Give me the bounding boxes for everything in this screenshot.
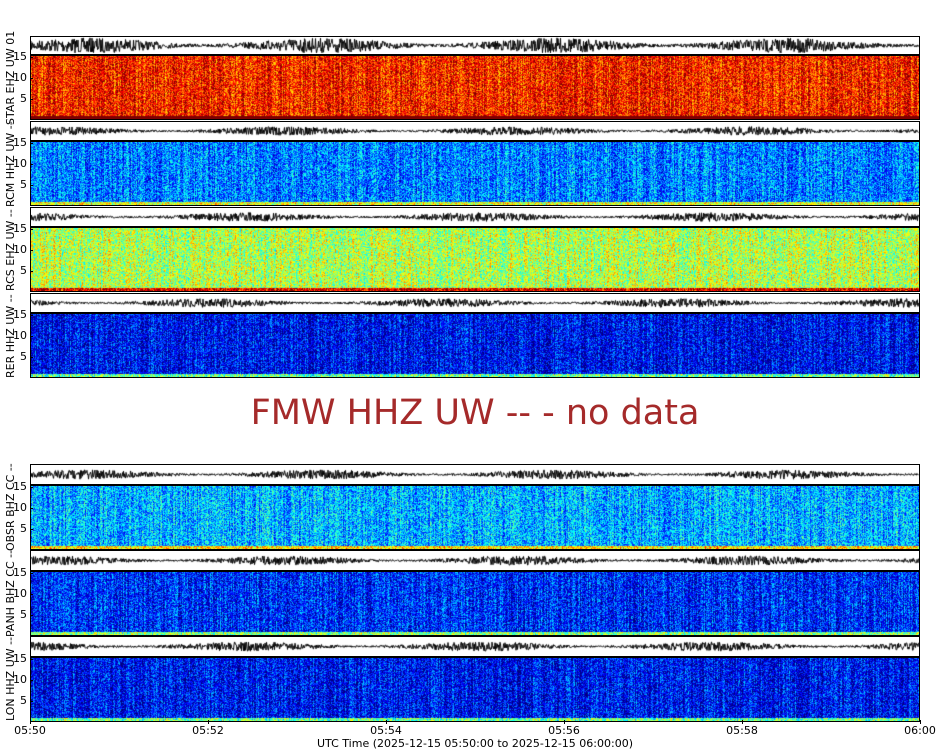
x-tick-mark <box>564 720 565 724</box>
spectrogram <box>30 657 920 722</box>
station-label: STAR EHZ UW 01 <box>4 30 17 125</box>
waveform-trace <box>30 464 920 485</box>
y-tick-label: 10 <box>3 243 33 256</box>
y-tick-label: 10 <box>3 329 33 342</box>
y-tick-label: 10 <box>3 587 33 600</box>
y-tick-label: 15 <box>3 480 33 493</box>
x-tick-label: 05:56 <box>548 724 580 737</box>
y-tick-label: 15 <box>3 566 33 579</box>
waveform-trace <box>30 293 920 313</box>
y-tick-label: 15 <box>3 136 33 149</box>
y-tick-label: 5 <box>3 694 33 707</box>
y-tick-label: 5 <box>3 608 33 621</box>
station-label: RCM HHZ UW -- <box>4 120 17 207</box>
station-label: PANH BHZ CC -- <box>4 549 17 637</box>
x-tick-mark <box>386 720 387 724</box>
y-tick-label: 5 <box>3 92 33 105</box>
y-tick-label: 5 <box>3 522 33 535</box>
x-tick-label: 05:54 <box>370 724 402 737</box>
x-tick-label: 05:52 <box>192 724 224 737</box>
waveform-trace <box>30 121 920 141</box>
no-data-title: FMW HHZ UW -- - no data <box>250 393 700 433</box>
y-tick-label: 5 <box>3 264 33 277</box>
waveform-trace <box>30 207 920 227</box>
y-tick-label: 15 <box>3 50 33 63</box>
station-label: LON HHZ UW -- <box>4 636 17 721</box>
station-label: RER HHZ UW -- <box>4 293 17 378</box>
spectrogram <box>30 485 920 550</box>
y-tick-label: 10 <box>3 71 33 84</box>
x-tick-label: 05:58 <box>726 724 758 737</box>
y-tick-label: 5 <box>3 178 33 191</box>
y-tick-label: 15 <box>3 308 33 321</box>
spectrogram <box>30 55 920 120</box>
waveform-trace <box>30 636 920 657</box>
x-tick-label: 06:00 <box>904 724 936 737</box>
y-tick-label: 10 <box>3 501 33 514</box>
spectrogram <box>30 227 920 292</box>
x-tick-mark <box>920 720 921 724</box>
y-tick-label: 5 <box>3 350 33 363</box>
y-tick-label: 10 <box>3 157 33 170</box>
x-tick-mark <box>30 720 31 724</box>
station-label: OBSR BHZ CC -- <box>4 463 17 551</box>
y-tick-label: 15 <box>3 652 33 665</box>
x-axis-label: UTC Time (2025-12-15 05:50:00 to 2025-12… <box>317 737 633 750</box>
waveform-trace <box>30 550 920 571</box>
spectrogram <box>30 313 920 378</box>
spectrogram <box>30 571 920 636</box>
x-tick-label: 05:50 <box>14 724 46 737</box>
waveform-trace <box>30 36 920 55</box>
spectrogram <box>30 141 920 206</box>
y-tick-label: 15 <box>3 222 33 235</box>
x-tick-mark <box>742 720 743 724</box>
x-tick-mark <box>208 720 209 724</box>
y-tick-label: 10 <box>3 673 33 686</box>
station-label: RCS EHZ UW -- <box>4 208 17 291</box>
